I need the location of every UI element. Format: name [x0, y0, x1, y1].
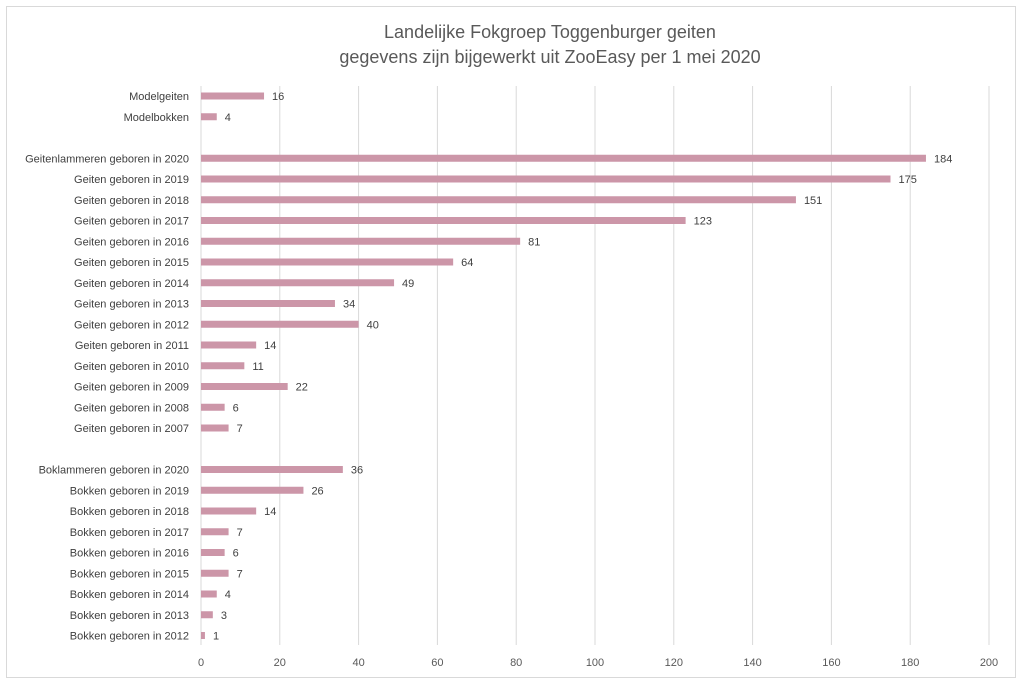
bar: [201, 403, 225, 411]
bar: [201, 466, 343, 473]
category-label: Modelgeiten: [129, 91, 189, 103]
category-label: Bokken geboren in 2013: [70, 610, 189, 622]
x-tick-label: 20: [274, 657, 286, 669]
data-label: 4: [225, 589, 231, 601]
gridlines: [200, 86, 990, 645]
bar: [201, 300, 335, 307]
bar: [201, 237, 521, 245]
category-label: Geiten geboren in 2010: [74, 361, 189, 373]
x-tick-label: 80: [510, 657, 522, 669]
chart-title-block: Landelijke Fokgroep Toggenburger geiten …: [0, 20, 1024, 70]
bar: [201, 362, 245, 370]
data-label: 14: [264, 506, 276, 518]
data-label: 64: [461, 257, 473, 269]
category-label: Geiten geboren in 2012: [74, 319, 189, 331]
data-label: 22: [296, 382, 308, 394]
bar: [201, 113, 217, 121]
bar: [201, 590, 217, 598]
data-label: 6: [233, 402, 239, 414]
x-tick-label: 200: [980, 657, 998, 669]
data-label: 11: [252, 361, 263, 373]
bar: [201, 569, 229, 577]
bar: [201, 383, 288, 390]
bar: [201, 92, 265, 100]
bar: [201, 486, 304, 494]
data-label: 6: [233, 548, 239, 560]
bar: [201, 196, 796, 204]
bar: [201, 549, 225, 556]
data-label: 7: [237, 527, 243, 539]
category-label: Geiten geboren in 2018: [74, 195, 189, 207]
bar: [201, 611, 213, 619]
x-tick-label: 120: [665, 657, 683, 669]
x-tick-label: 180: [901, 657, 919, 669]
chart-frame: [6, 6, 1016, 678]
category-label: Geiten geboren in 2019: [74, 174, 189, 186]
x-tick-label: 0: [198, 657, 204, 669]
category-label: Bokken geboren in 2014: [70, 589, 189, 601]
data-label: 7: [237, 568, 243, 580]
category-label: Geiten geboren in 2015: [74, 257, 189, 269]
data-label: 151: [804, 195, 822, 207]
data-label: 7: [237, 423, 243, 435]
x-tick-label: 100: [586, 657, 604, 669]
bar: [201, 632, 205, 639]
data-label: 14: [264, 340, 276, 352]
data-label: 3: [221, 610, 227, 622]
data-label: 4: [225, 112, 231, 124]
category-label: Geiten geboren in 2014: [74, 278, 189, 290]
category-label: Modelbokken: [124, 112, 189, 124]
bars: [201, 92, 926, 639]
data-label: 36: [351, 465, 363, 477]
category-label: Bokken geboren in 2017: [70, 527, 189, 539]
category-label: Boklammeren geboren in 2020: [39, 465, 189, 477]
bar: [201, 217, 686, 224]
bar: [201, 175, 891, 183]
category-label: Geiten geboren in 2009: [74, 382, 189, 394]
category-label: Geiten geboren in 2011: [75, 340, 189, 352]
category-label: Geiten geboren in 2016: [74, 236, 189, 248]
data-label: 34: [343, 299, 355, 311]
category-label: Geiten geboren in 2017: [74, 216, 189, 228]
data-label: 40: [367, 319, 379, 331]
x-tick-label: 140: [743, 657, 761, 669]
data-label: 1: [213, 631, 219, 643]
chart-title: Landelijke Fokgroep Toggenburger geiten: [384, 22, 716, 42]
category-labels: Modelgeiten Modelbokken Geitenlammeren geb…: [25, 91, 189, 643]
category-label: Bokken geboren in 2016: [70, 548, 189, 560]
bar: [201, 424, 229, 432]
data-label: 123: [694, 216, 712, 228]
category-label: Geitenlammeren geboren in 2020: [25, 153, 189, 165]
bar: [201, 154, 926, 162]
bar: [201, 507, 257, 515]
x-tick-label: 160: [822, 657, 840, 669]
bar: [201, 279, 395, 287]
category-label: Geiten geboren in 2013: [74, 299, 189, 311]
bar: [201, 320, 359, 328]
data-label: 81: [528, 236, 540, 248]
data-label: 16: [272, 91, 284, 103]
category-label: Bokken geboren in 2019: [70, 485, 189, 497]
bar: [201, 258, 454, 266]
category-label: Geiten geboren in 2008: [74, 402, 189, 414]
bar: [201, 341, 257, 349]
x-tick-label: 60: [431, 657, 443, 669]
data-label: 49: [402, 278, 414, 290]
category-label: Bokken geboren in 2012: [70, 631, 189, 643]
category-label: Geiten geboren in 2007: [74, 423, 189, 435]
category-label: Bokken geboren in 2018: [70, 506, 189, 518]
bar: [201, 528, 229, 536]
x-axis-ticks: 0 20 40 60 80 100 120 140 160 180 200: [198, 657, 998, 669]
data-label: 26: [311, 485, 323, 497]
chart-subtitle: gegevens zijn bijgewerkt uit ZooEasy per…: [339, 47, 761, 67]
x-tick-label: 40: [352, 657, 364, 669]
category-label: Bokken geboren in 2015: [70, 568, 189, 580]
data-labels: 1641841751511238164493440141122673626147…: [213, 91, 952, 643]
data-label: 175: [899, 174, 917, 186]
data-label: 184: [934, 153, 952, 165]
